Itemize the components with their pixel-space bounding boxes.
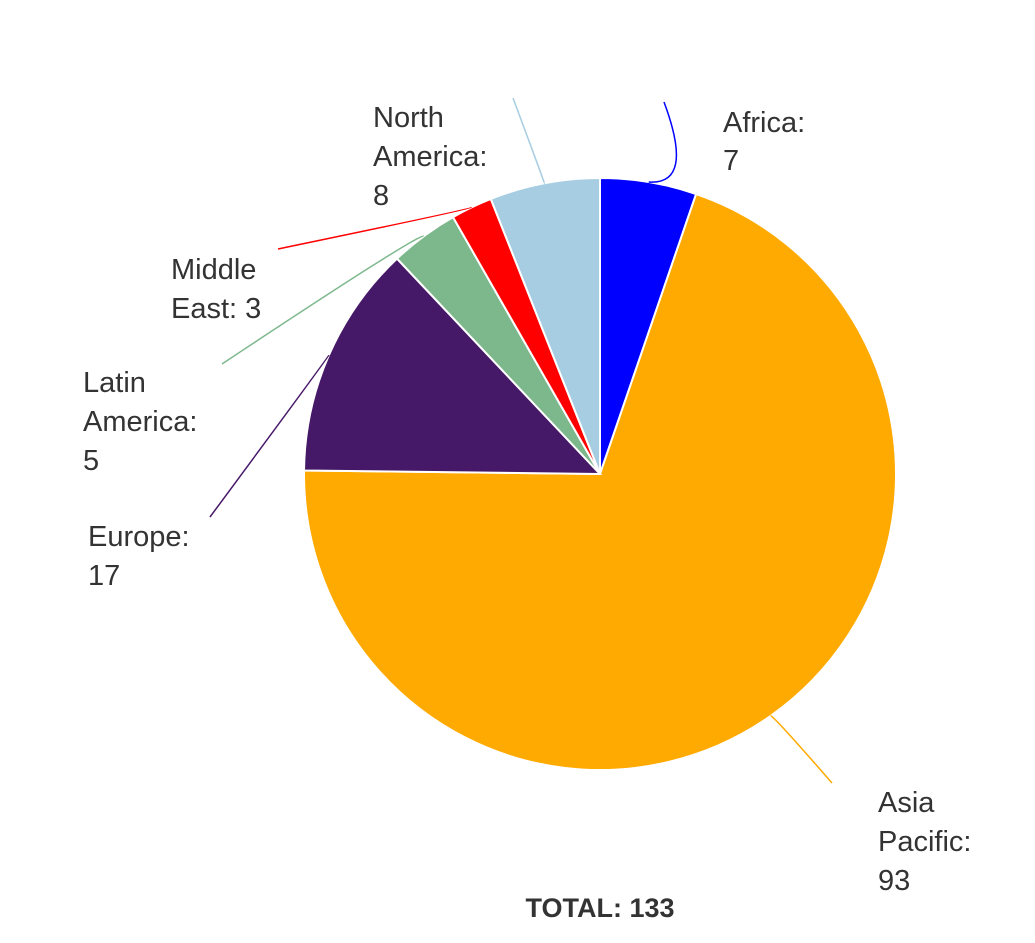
slice-label-europe: Europe: 17 bbox=[88, 521, 190, 592]
slice-label-middle-east: Middle East: 3 bbox=[171, 254, 261, 325]
leader-line-asia-pacific bbox=[769, 715, 833, 784]
leader-line-north-america bbox=[512, 97, 546, 185]
slice-label-north-america: North America: 8 bbox=[373, 102, 487, 212]
leader-line-latin-america bbox=[221, 235, 425, 365]
slice-label-africa: Africa: 7 bbox=[723, 107, 805, 177]
slice-labels: Africa: 7 Asia Pacific: 93 Europe: 17 Latin Amer… bbox=[83, 102, 971, 897]
slice-label-asia-pacific: Asia Pacific: 93 bbox=[878, 787, 971, 897]
leader-line-europe bbox=[209, 354, 330, 518]
leader-line-middle-east bbox=[277, 206, 473, 250]
leader-line-africa bbox=[648, 101, 678, 183]
leader-lines bbox=[209, 97, 833, 784]
total-value: 133 bbox=[629, 893, 675, 923]
slice-label-latin-america: Latin America: 5 bbox=[83, 367, 197, 477]
pie-slices bbox=[303, 176, 897, 771]
pie-slice-north-america bbox=[489, 176, 601, 475]
total-label: TOTAL: 133 bbox=[0, 893, 1035, 924]
total-prefix: TOTAL: bbox=[525, 893, 622, 923]
